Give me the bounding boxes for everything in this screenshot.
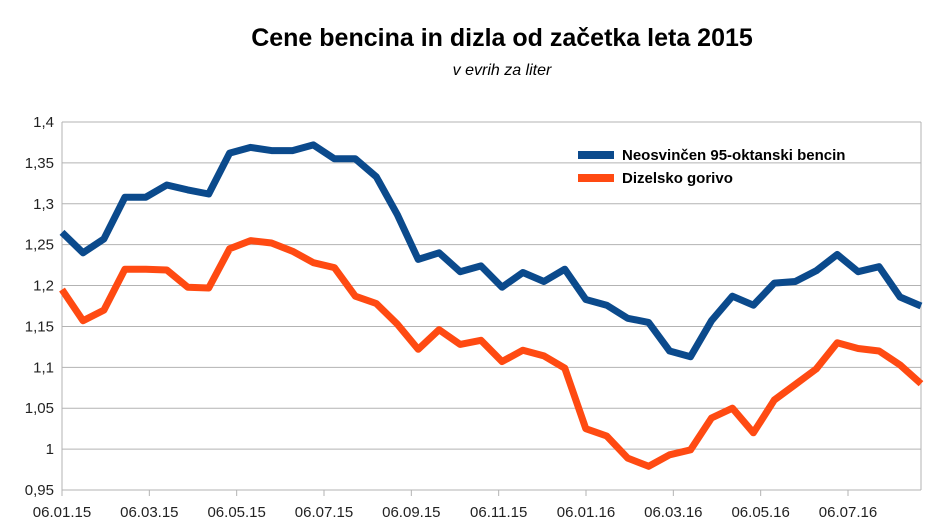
y-tick-label: 1,2 (33, 278, 54, 295)
legend-swatch (578, 151, 614, 159)
series-line-dizel (59, 237, 924, 470)
y-tick-label: 1,25 (25, 237, 54, 254)
x-tick-label: 06.05.16 (731, 504, 789, 521)
y-tick-label: 1,3 (33, 196, 54, 213)
x-tick-label: 06.07.16 (819, 504, 877, 521)
x-tick-label: 06.11.15 (470, 504, 527, 521)
y-tick-label: 1,4 (33, 114, 54, 131)
x-tick-label: 06.09.15 (382, 504, 440, 521)
x-tick-label: 06.01.15 (33, 504, 91, 521)
chart-subtitle: v evrih za liter (452, 62, 552, 79)
y-tick-label: 1 (46, 441, 54, 458)
y-tick-label: 1,35 (25, 155, 54, 172)
y-tick-label: 1,1 (33, 359, 54, 376)
x-tick-label: 06.01.16 (557, 504, 615, 521)
legend-label: Neosvinčen 95-oktanski bencin (622, 147, 845, 164)
y-tick-label: 1,15 (25, 318, 54, 335)
series-line-bencin (59, 141, 923, 361)
x-tick-label: 06.03.15 (120, 504, 178, 521)
legend-label: Dizelsko gorivo (622, 170, 733, 187)
chart-title: Cene bencina in dizla od začetka leta 20… (251, 24, 753, 52)
y-tick-label: 0,95 (25, 482, 54, 499)
x-tick-label: 06.05.15 (207, 504, 265, 521)
x-tick-label: 06.07.15 (295, 504, 353, 521)
legend-swatch (578, 174, 614, 182)
y-tick-label: 1,05 (25, 400, 54, 417)
x-tick-label: 06.03.16 (644, 504, 702, 521)
